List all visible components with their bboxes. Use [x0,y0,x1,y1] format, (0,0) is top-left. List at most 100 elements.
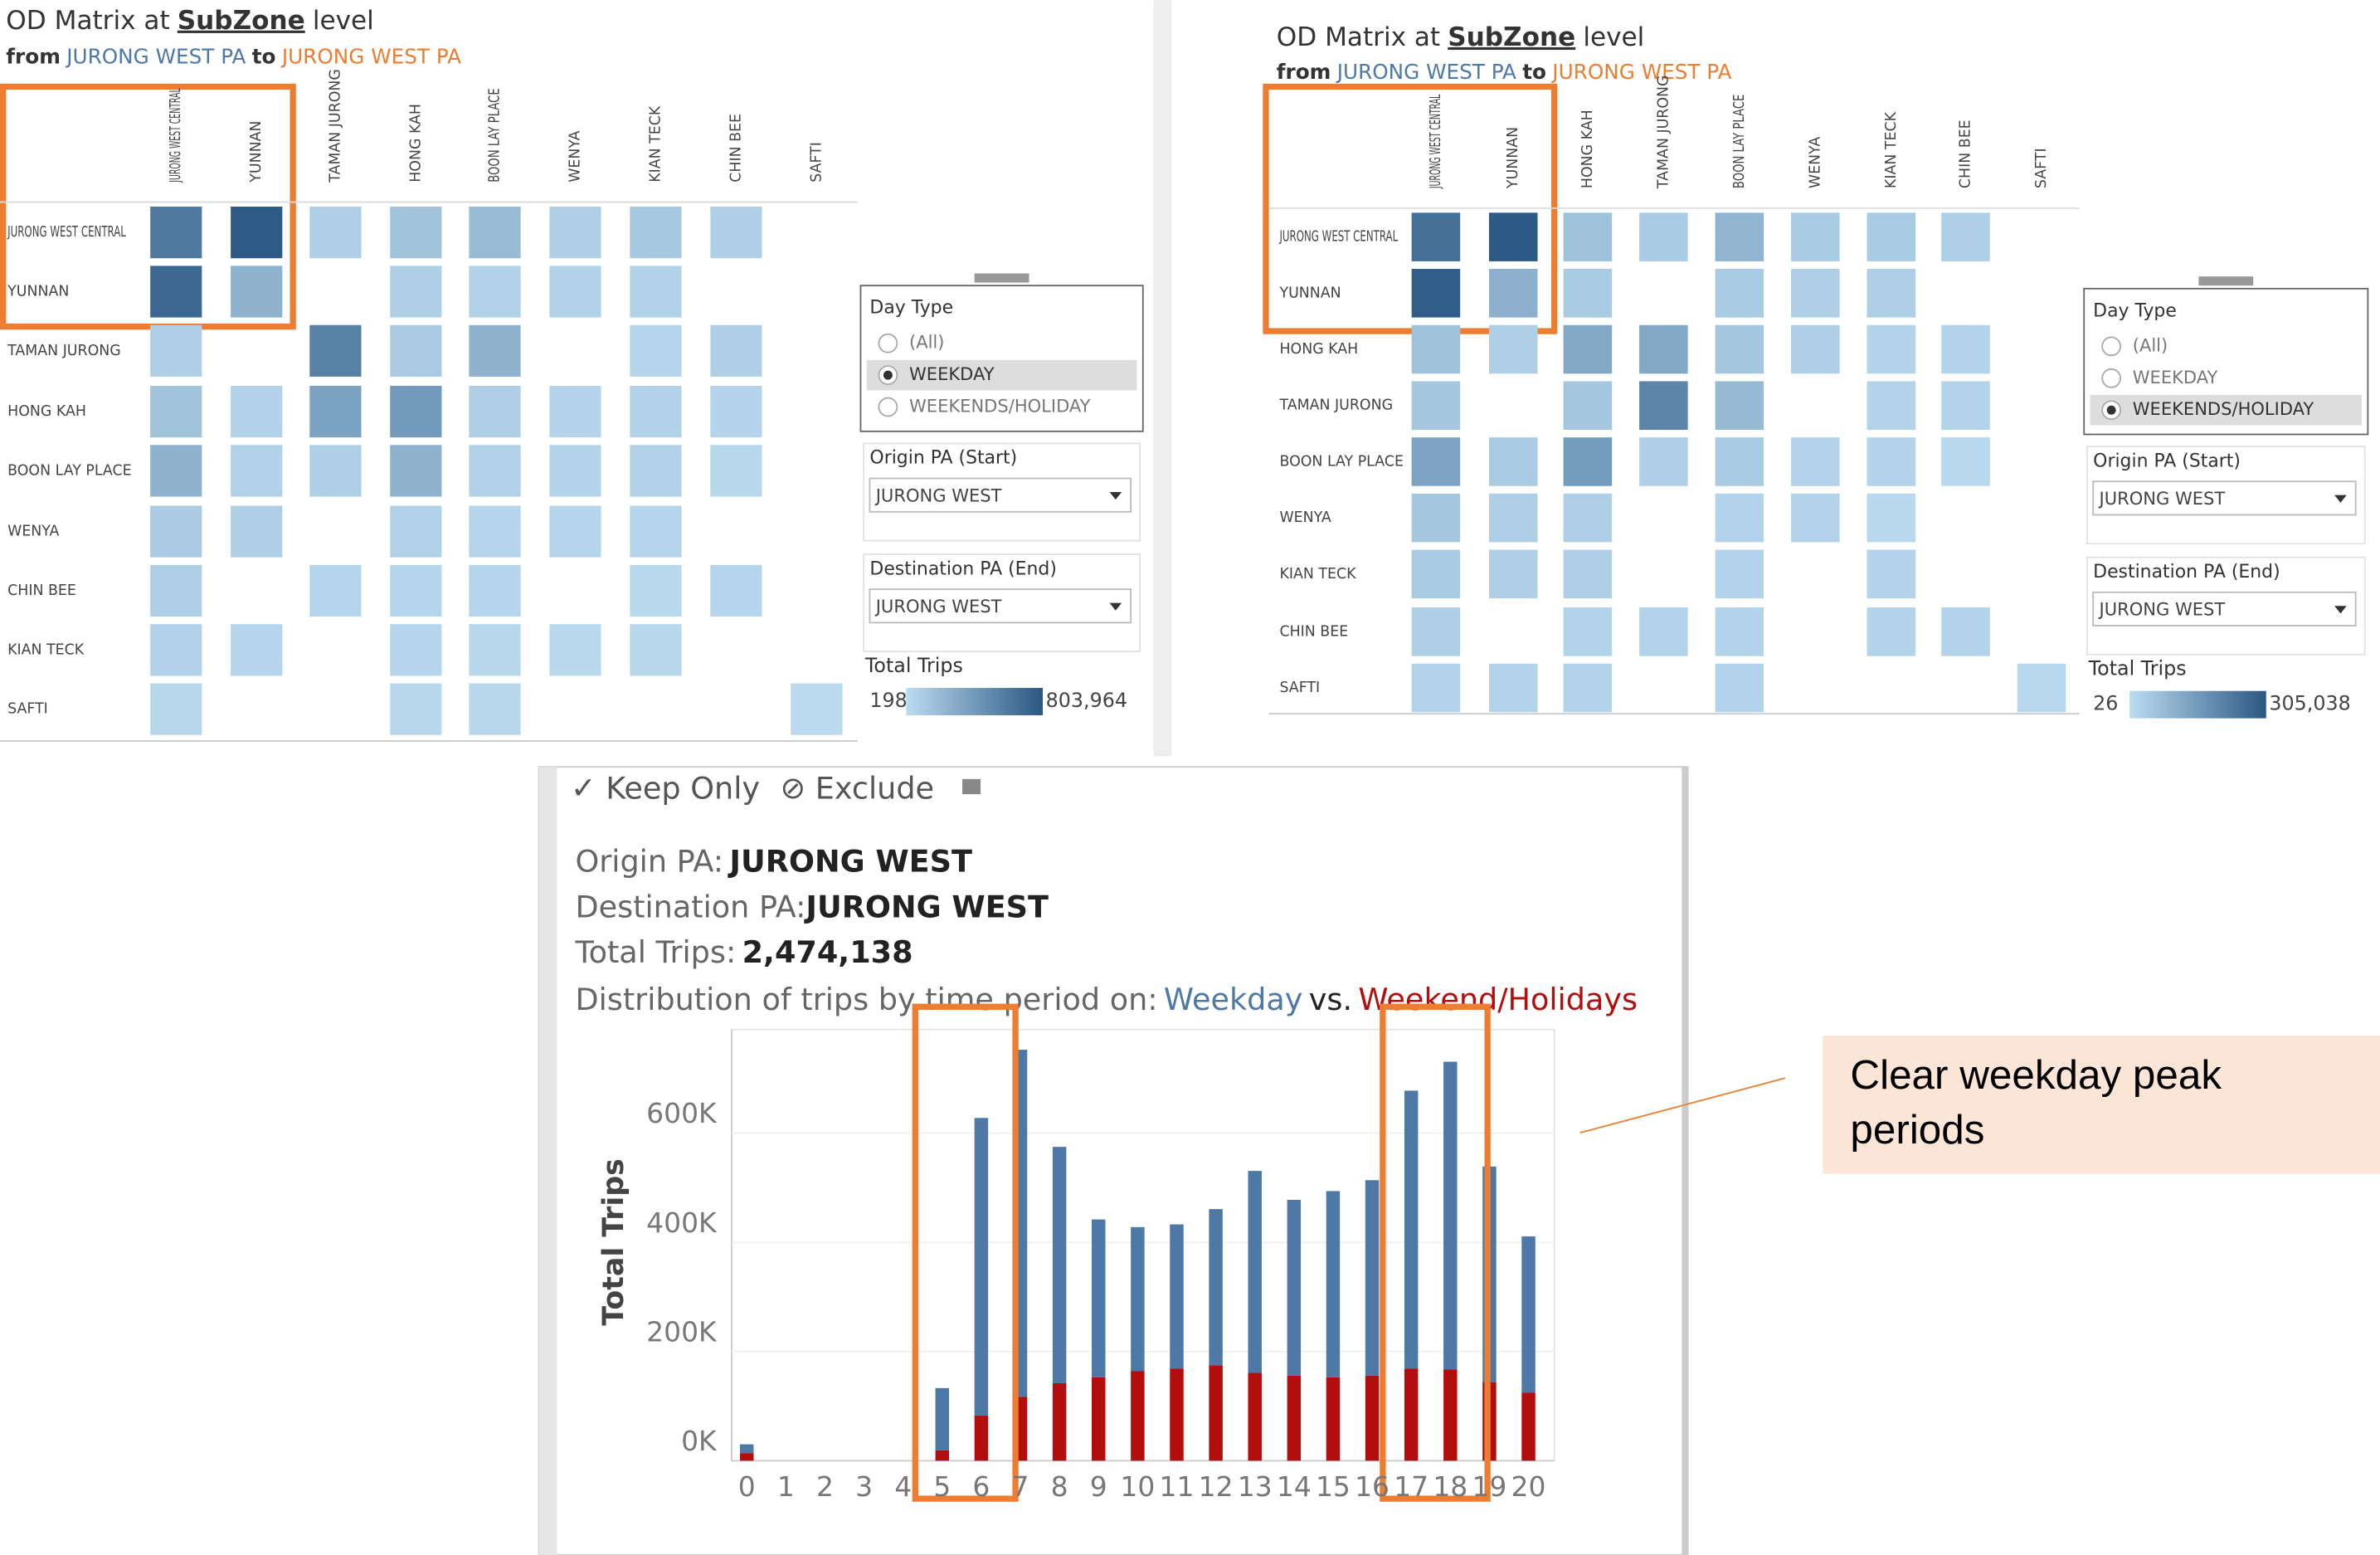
matrix-cell[interactable] [1563,663,1613,713]
bar[interactable] [1443,1369,1458,1461]
bar[interactable] [1404,1090,1419,1369]
radio-label[interactable]: WEEKENDS/HOLIDAY [909,396,1091,417]
dropdown-arrow[interactable] [1109,492,1122,500]
matrix-cell[interactable] [1411,663,1461,713]
matrix-cell[interactable] [1411,381,1461,430]
dropdown[interactable] [869,477,1132,513]
matrix-cell[interactable] [469,683,521,735]
matrix-cell[interactable] [1488,549,1538,599]
matrix-cell[interactable] [231,624,283,676]
matrix-cell[interactable] [1639,212,1688,261]
bar[interactable] [1170,1368,1184,1461]
bar[interactable] [1521,1392,1536,1461]
exclude-label[interactable]: Exclude [815,770,934,806]
matrix-cell[interactable] [390,624,442,676]
dropdown-value[interactable]: JURONG WEST [874,596,1002,617]
dropdown-arrow[interactable] [1109,602,1122,611]
matrix-cell[interactable] [1639,437,1688,486]
matrix-cell[interactable] [1488,437,1538,486]
matrix-cell[interactable] [1411,324,1461,374]
matrix-cell[interactable] [1411,493,1461,543]
matrix-cell[interactable] [1791,269,1840,318]
matrix-cell[interactable] [150,266,202,318]
matrix-cell[interactable] [791,683,843,735]
matrix-cell[interactable] [1563,269,1613,318]
bar[interactable] [974,1118,989,1416]
matrix-cell[interactable] [1867,324,1916,374]
bar[interactable] [1131,1226,1145,1372]
bar[interactable] [1365,1180,1380,1376]
matrix-cell[interactable] [1411,549,1461,599]
matrix-cell[interactable] [469,266,521,318]
matrix-cell[interactable] [1563,381,1613,430]
bar[interactable] [1287,1375,1302,1461]
radio[interactable] [2101,336,2122,357]
matrix-cell[interactable] [469,324,521,377]
matrix-cell[interactable] [150,324,202,377]
matrix-cell[interactable] [150,505,202,558]
matrix-cell[interactable] [150,445,202,497]
radio-label[interactable]: WEEKDAY [909,363,995,384]
matrix-cell[interactable] [231,207,283,259]
matrix-cell[interactable] [1941,381,1990,430]
matrix-cell[interactable] [1715,607,1764,656]
matrix-cell[interactable] [630,324,682,377]
matrix-cell[interactable] [1791,493,1840,543]
matrix-cell[interactable] [1715,212,1764,261]
matrix-cell[interactable] [630,207,682,259]
bar[interactable] [1092,1219,1106,1377]
matrix-cell[interactable] [710,324,762,377]
dropdown[interactable] [2092,480,2357,516]
bar[interactable] [1052,1382,1067,1461]
radio-label[interactable]: (All) [909,332,944,353]
keep-only-label[interactable]: Keep Only [606,770,760,806]
matrix-cell[interactable] [630,445,682,497]
bar[interactable] [974,1415,989,1461]
matrix-cell[interactable] [710,564,762,617]
matrix-cell[interactable] [630,505,682,558]
matrix-cell[interactable] [1867,212,1916,261]
dropdown[interactable] [2092,591,2357,626]
matrix-cell[interactable] [1715,269,1764,318]
matrix-cell[interactable] [1715,493,1764,543]
matrix-cell[interactable] [309,385,362,438]
matrix-cell[interactable] [469,505,521,558]
matrix-cell[interactable] [2017,663,2066,713]
matrix-cell[interactable] [1563,324,1613,374]
bar[interactable] [1209,1365,1223,1461]
radio[interactable] [878,397,898,417]
radio[interactable] [878,333,898,353]
matrix-cell[interactable] [150,624,202,676]
bar[interactable] [1209,1209,1223,1366]
bar[interactable] [1326,1377,1341,1461]
matrix-cell[interactable] [231,445,283,497]
bar[interactable] [739,1453,754,1461]
matrix-cell[interactable] [630,266,682,318]
matrix-cell[interactable] [1867,493,1916,543]
matrix-cell[interactable] [231,505,283,558]
dropdown-value[interactable]: JURONG WEST [874,485,1002,506]
matrix-cell[interactable] [150,207,202,259]
matrix-cell[interactable] [390,683,442,735]
radio-label[interactable]: (All) [2133,334,2168,355]
keep-only[interactable]: ✓ Keep Only [571,770,760,806]
matrix-cell[interactable] [390,564,442,617]
matrix-cell[interactable] [549,505,601,558]
matrix-cell[interactable] [1563,607,1613,656]
matrix-cell[interactable] [1563,212,1613,261]
matrix-cell[interactable] [1867,381,1916,430]
matrix-cell[interactable] [1488,269,1538,318]
matrix-cell[interactable] [1941,324,1990,374]
matrix-cell[interactable] [710,445,762,497]
matrix-cell[interactable] [1411,269,1461,318]
matrix-cell[interactable] [1563,549,1613,599]
radio-label[interactable]: WEEKDAY [2133,367,2218,388]
matrix-cell[interactable] [469,385,521,438]
matrix-cell[interactable] [469,624,521,676]
dropdown[interactable] [869,588,1132,624]
matrix-cell[interactable] [1488,212,1538,261]
matrix-cell[interactable] [390,445,442,497]
dropdown-arrow[interactable] [2334,606,2347,614]
matrix-cell[interactable] [469,445,521,497]
radio[interactable] [2101,368,2122,388]
